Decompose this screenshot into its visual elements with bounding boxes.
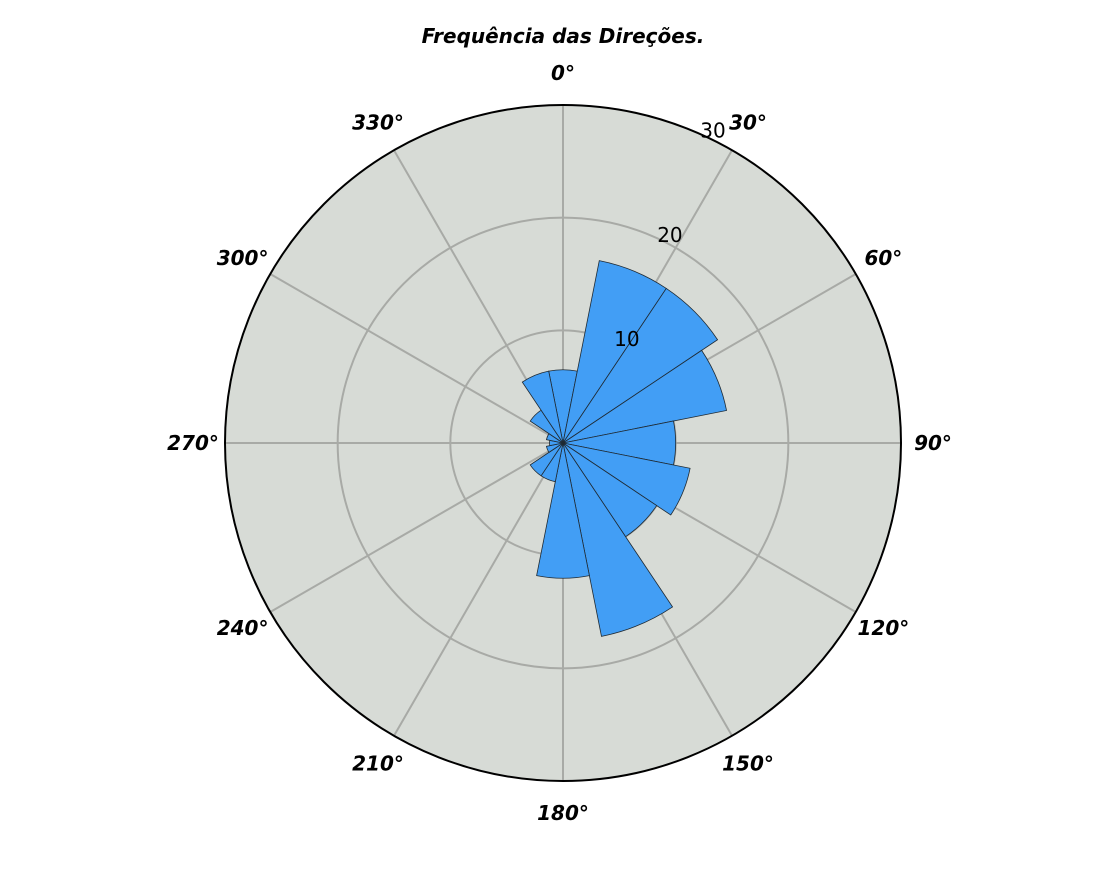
r-tick-label-30: 30 [700, 119, 725, 143]
theta-tick-label-240: 240° [217, 616, 269, 640]
theta-tick-label-300: 300° [217, 246, 269, 270]
grid-spoke-300 [269, 273, 564, 444]
theta-tick-label-210: 210° [352, 751, 404, 775]
theta-tick-label-330: 330° [352, 111, 404, 135]
theta-tick-label-30: 30° [729, 111, 767, 135]
theta-tick-label-150: 150° [722, 751, 774, 775]
bar-180 [536, 442, 590, 579]
bar-45 [562, 287, 719, 444]
bar-67.5 [562, 349, 728, 444]
angular-tick-labels: 0° 30° 60° 90° 120° 150° 180° 210° 240° 270° 300° 3… [167, 61, 952, 825]
r-tick-label-20: 20 [657, 223, 682, 247]
bar-247.5 [545, 442, 564, 453]
plot-border [224, 104, 902, 782]
theta-tick-label-270: 270° [167, 431, 219, 455]
theta-tick-label-180: 180° [537, 801, 589, 825]
bar-337.5 [521, 370, 564, 444]
r-tick-label-10: 10 [614, 327, 639, 351]
theta-tick-label-90: 90° [914, 431, 952, 455]
chart-title: Frequência das Direções. [422, 24, 705, 48]
theta-tick-label-60: 60° [864, 246, 902, 270]
bar-157.5 [562, 442, 674, 637]
theta-tick-label-120: 120° [858, 616, 910, 640]
bar-225 [529, 442, 564, 477]
grid-spoke-210 [393, 442, 564, 737]
theta-tick-label-0: 0° [551, 61, 575, 85]
bar-112.5 [562, 442, 691, 516]
grid-spoke-240 [269, 442, 564, 613]
bars [521, 260, 728, 637]
radial-tick-labels: 10 20 30 [614, 119, 726, 351]
